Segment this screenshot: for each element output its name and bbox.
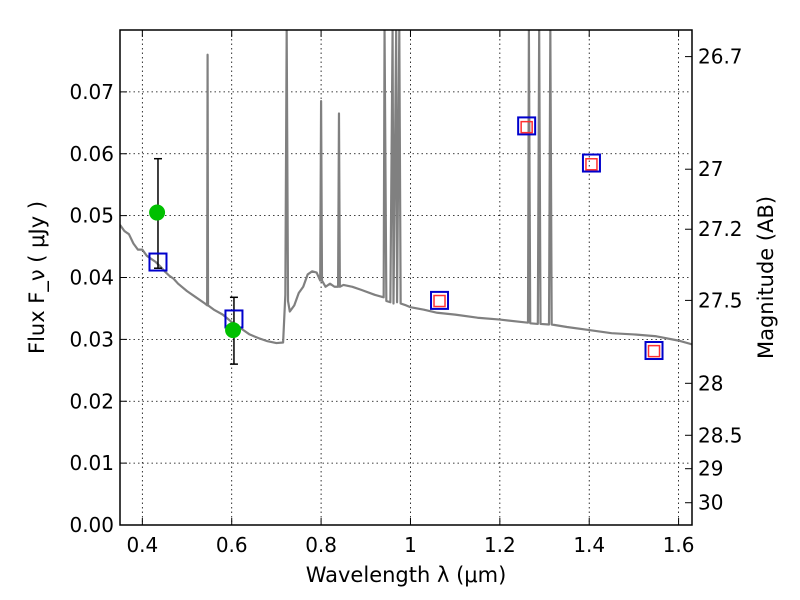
blue-square-point [581, 153, 601, 173]
y-tick-label: 0.03 [69, 327, 114, 351]
blue-square-point [644, 341, 664, 361]
red-square-point [433, 294, 446, 308]
x-axis-label: Wavelength λ (μm) [306, 563, 507, 587]
x-tick-label: 1.2 [484, 533, 516, 557]
y-axis: 0.00 0.01 0.02 0.03 0.04 0.05 0.06 0.07 [69, 80, 127, 537]
right-tick-label: 28.5 [698, 423, 743, 447]
y-tick-label: 0.02 [69, 389, 114, 413]
spectrum-line [120, 30, 692, 346]
x-tick-label: 0.6 [216, 533, 248, 557]
right-tick-label: 29 [698, 457, 723, 481]
right-axis: 26.7 27 27.2 27.5 28 28.5 29 30 [685, 45, 743, 515]
red-square-point [647, 344, 661, 358]
y-axis-label: Flux F_ν ( μJy ) [25, 201, 50, 354]
y-tick-label: 0.05 [69, 204, 114, 228]
green-circle-point [225, 322, 242, 339]
x-tick-label: 1 [404, 533, 417, 557]
y-tick-label: 0.01 [69, 451, 114, 475]
blue-square-point [517, 116, 537, 136]
x-tick-label: 1.4 [573, 533, 605, 557]
right-axis-label: Magnitude (AB) [754, 196, 778, 359]
y-tick-label: 0.06 [69, 142, 114, 166]
blue-square-point [430, 290, 450, 310]
grid-lines [120, 30, 692, 526]
y-tick-label: 0.04 [69, 266, 114, 290]
right-tick-label: 27.5 [698, 288, 743, 312]
x-tick-label: 1.6 [663, 533, 695, 557]
y-tick-label: 0.00 [69, 513, 114, 537]
blue-square-point [148, 252, 168, 272]
red-square-point [585, 158, 598, 171]
right-tick-label: 27.2 [698, 217, 743, 241]
x-tick-label: 0.8 [305, 533, 337, 557]
red-square-point [520, 120, 533, 134]
right-tick-label: 28 [698, 371, 723, 395]
x-axis: 0.4 0.6 0.8 1 1.2 1.4 1.6 [126, 30, 695, 557]
plot-area [120, 30, 692, 365]
x-tick-label: 0.4 [126, 533, 158, 557]
green-circle-point [149, 204, 166, 221]
y-tick-label: 0.07 [69, 80, 114, 104]
right-tick-label: 27 [698, 157, 723, 181]
right-tick-label: 26.7 [698, 45, 743, 69]
right-tick-label: 30 [698, 491, 723, 515]
